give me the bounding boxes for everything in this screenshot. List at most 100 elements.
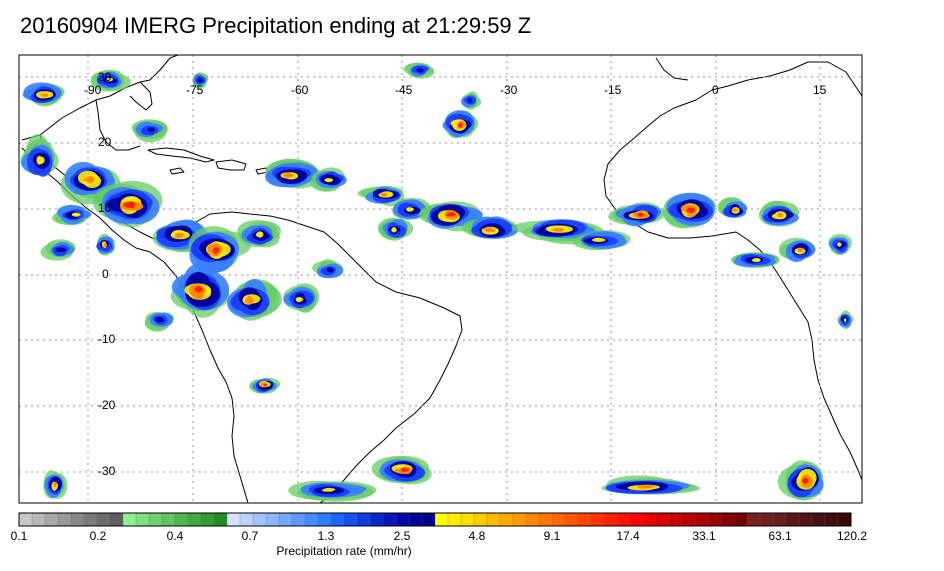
precip-cell	[381, 192, 388, 197]
colorbar-swatch	[408, 512, 423, 527]
colorbar-swatch	[31, 512, 46, 527]
colorbar-swatch	[629, 512, 644, 527]
colorbar-swatch	[720, 512, 735, 527]
precipitation-map: -90 -75 -60 -45 -30 -15 0 15 30 20 10 0 …	[18, 54, 863, 504]
colorbar-swatch	[668, 512, 683, 527]
lat-label: 20	[98, 135, 112, 149]
colorbar-swatch	[83, 512, 98, 527]
precip-cell	[593, 237, 603, 241]
colorbar-swatch	[148, 512, 163, 527]
precip-cell	[485, 228, 496, 233]
lon-label: 0	[712, 83, 719, 97]
colorbar-swatch	[70, 512, 85, 527]
precip-cell	[296, 297, 302, 303]
colorbar-swatch	[226, 512, 241, 527]
precipitation-field	[20, 62, 854, 502]
precip-cell	[284, 173, 293, 178]
precip-cell	[244, 297, 254, 304]
precip-cell	[213, 247, 220, 252]
lat-label: 10	[98, 201, 112, 215]
colorbar-swatch	[265, 512, 280, 527]
colorbar-swatch	[213, 512, 228, 527]
precip-cell	[324, 178, 333, 183]
precip-cell	[53, 481, 57, 487]
colorbar-swatch	[772, 512, 787, 527]
colorbar-swatch	[291, 512, 306, 527]
colorbar-swatch	[356, 512, 371, 527]
colorbar-tick-label: 0.2	[89, 529, 107, 543]
colorbar-swatch	[18, 512, 33, 527]
precip-cell	[777, 213, 784, 218]
precip-cell	[37, 156, 45, 164]
colorbar-swatch	[512, 512, 527, 527]
precip-cell	[56, 247, 67, 252]
lon-label: 15	[813, 83, 827, 97]
precip-cell	[391, 227, 397, 232]
precip-cell	[467, 98, 473, 103]
precip-cell	[126, 201, 136, 209]
colorbar-swatch	[460, 512, 475, 527]
precip-cell	[86, 175, 95, 184]
colorbar-swatch	[421, 512, 436, 527]
colorbar-title: Precipitation rate (mm/hr)	[276, 544, 412, 558]
colorbar-swatch	[395, 512, 410, 527]
precip-cell	[637, 212, 644, 217]
colorbar-swatches	[18, 512, 852, 527]
precip-cell	[731, 208, 738, 212]
colorbar-swatch	[317, 512, 332, 527]
lon-label: -90	[84, 83, 102, 97]
colorbar-swatch	[837, 512, 852, 527]
lat-label: 0	[102, 267, 109, 281]
map-title: 20160904 IMERG Precipitation ending at 2…	[20, 13, 532, 38]
colorbar-swatch	[603, 512, 618, 527]
precip-cell	[103, 243, 108, 247]
colorbar-swatch	[109, 512, 124, 527]
precip-cell	[416, 68, 423, 72]
colorbar-tick-label: 0.4	[166, 529, 184, 543]
colorbar-tick-label: 120.2	[836, 529, 868, 543]
precip-cell	[458, 123, 463, 128]
colorbar-swatch	[278, 512, 293, 527]
precip-cell	[106, 78, 112, 82]
precip-cell	[446, 212, 457, 217]
colorbar-tick-label: 0.1	[10, 529, 28, 543]
colorbar-swatch	[694, 512, 709, 527]
lat-label: 30	[98, 70, 112, 84]
colorbar-tick-label: 1.3	[317, 529, 335, 543]
colorbar-swatch	[122, 512, 137, 527]
precip-cell	[752, 258, 761, 262]
colorbar-frame	[18, 512, 852, 527]
colorbar-swatch	[473, 512, 488, 527]
colorbar-swatch	[564, 512, 579, 527]
lat-label: -20	[98, 398, 116, 412]
colorbar-swatch	[161, 512, 176, 527]
precip-cell	[197, 78, 203, 83]
colorbar-swatch	[525, 512, 540, 527]
precip-cell	[406, 207, 415, 212]
colorbar-swatch	[96, 512, 111, 527]
precip-cell	[255, 232, 263, 238]
colorbar-swatch	[447, 512, 462, 527]
colorbar-swatch	[486, 512, 501, 527]
precip-cell	[155, 316, 164, 323]
colorbar-swatch	[538, 512, 553, 527]
colorbar-tick-label: 17.4	[616, 529, 640, 543]
precip-cell	[686, 208, 694, 213]
colorbar-swatch	[824, 512, 839, 527]
precip-cell	[637, 485, 651, 489]
lon-label: -15	[604, 83, 622, 97]
colorbar-swatch	[187, 512, 202, 527]
precip-cell	[174, 233, 184, 239]
precip-cell	[194, 287, 203, 293]
colorbar-tick-label: 9.1	[543, 529, 561, 543]
colorbar-swatch	[746, 512, 761, 527]
colorbar-swatch	[577, 512, 592, 527]
colorbar-swatch	[369, 512, 384, 527]
lon-label: -30	[500, 83, 518, 97]
colorbar-swatch	[655, 512, 670, 527]
colorbar-swatch	[304, 512, 319, 527]
precip-cell	[263, 383, 267, 386]
precip-cell	[72, 212, 79, 216]
colorbar-swatch	[590, 512, 605, 527]
precip-cell	[797, 247, 804, 251]
